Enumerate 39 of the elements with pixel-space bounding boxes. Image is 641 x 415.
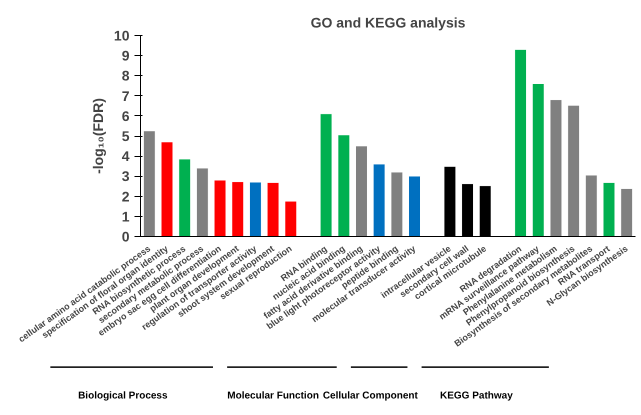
bar xyxy=(338,134,350,236)
bar xyxy=(373,164,386,236)
y-tick-label: 10 xyxy=(114,28,130,44)
y-tick-label: 5 xyxy=(122,128,130,144)
y-tick-label: 2 xyxy=(122,188,130,204)
bar xyxy=(390,172,403,236)
bar xyxy=(585,174,598,236)
chart-title: GO and KEGG analysis xyxy=(310,14,466,30)
y-tick-label: 6 xyxy=(122,108,130,124)
bar xyxy=(267,182,280,236)
bar xyxy=(320,114,332,236)
text: Biological Process xyxy=(78,390,168,402)
bar xyxy=(550,100,562,236)
bar xyxy=(408,176,421,236)
bar xyxy=(143,130,156,236)
y-tick-label: 9 xyxy=(122,48,130,64)
y-tick-label: 4 xyxy=(122,148,130,164)
bar xyxy=(355,146,368,236)
text: Molecular Function xyxy=(227,390,319,402)
bar xyxy=(161,142,174,236)
bar xyxy=(178,158,191,236)
bar xyxy=(196,168,208,236)
bar xyxy=(284,201,297,236)
y-tick-label: 0 xyxy=(122,228,130,244)
bar xyxy=(232,182,244,236)
y-tick-label: 1 xyxy=(122,208,130,224)
bar xyxy=(532,83,544,236)
bar xyxy=(602,182,615,236)
bar xyxy=(514,49,527,236)
y-tick-label: 3 xyxy=(122,168,130,184)
y-axis-title: -log₁₀(FDR) xyxy=(90,98,106,174)
bar xyxy=(568,105,580,236)
bar xyxy=(620,188,633,236)
bar xyxy=(214,180,226,236)
bar xyxy=(249,182,262,236)
y-tick-label: 7 xyxy=(122,88,130,104)
text: KEGG Pathway xyxy=(440,390,514,402)
text: Cellular Component xyxy=(322,390,418,402)
y-tick-label: 8 xyxy=(122,68,130,84)
